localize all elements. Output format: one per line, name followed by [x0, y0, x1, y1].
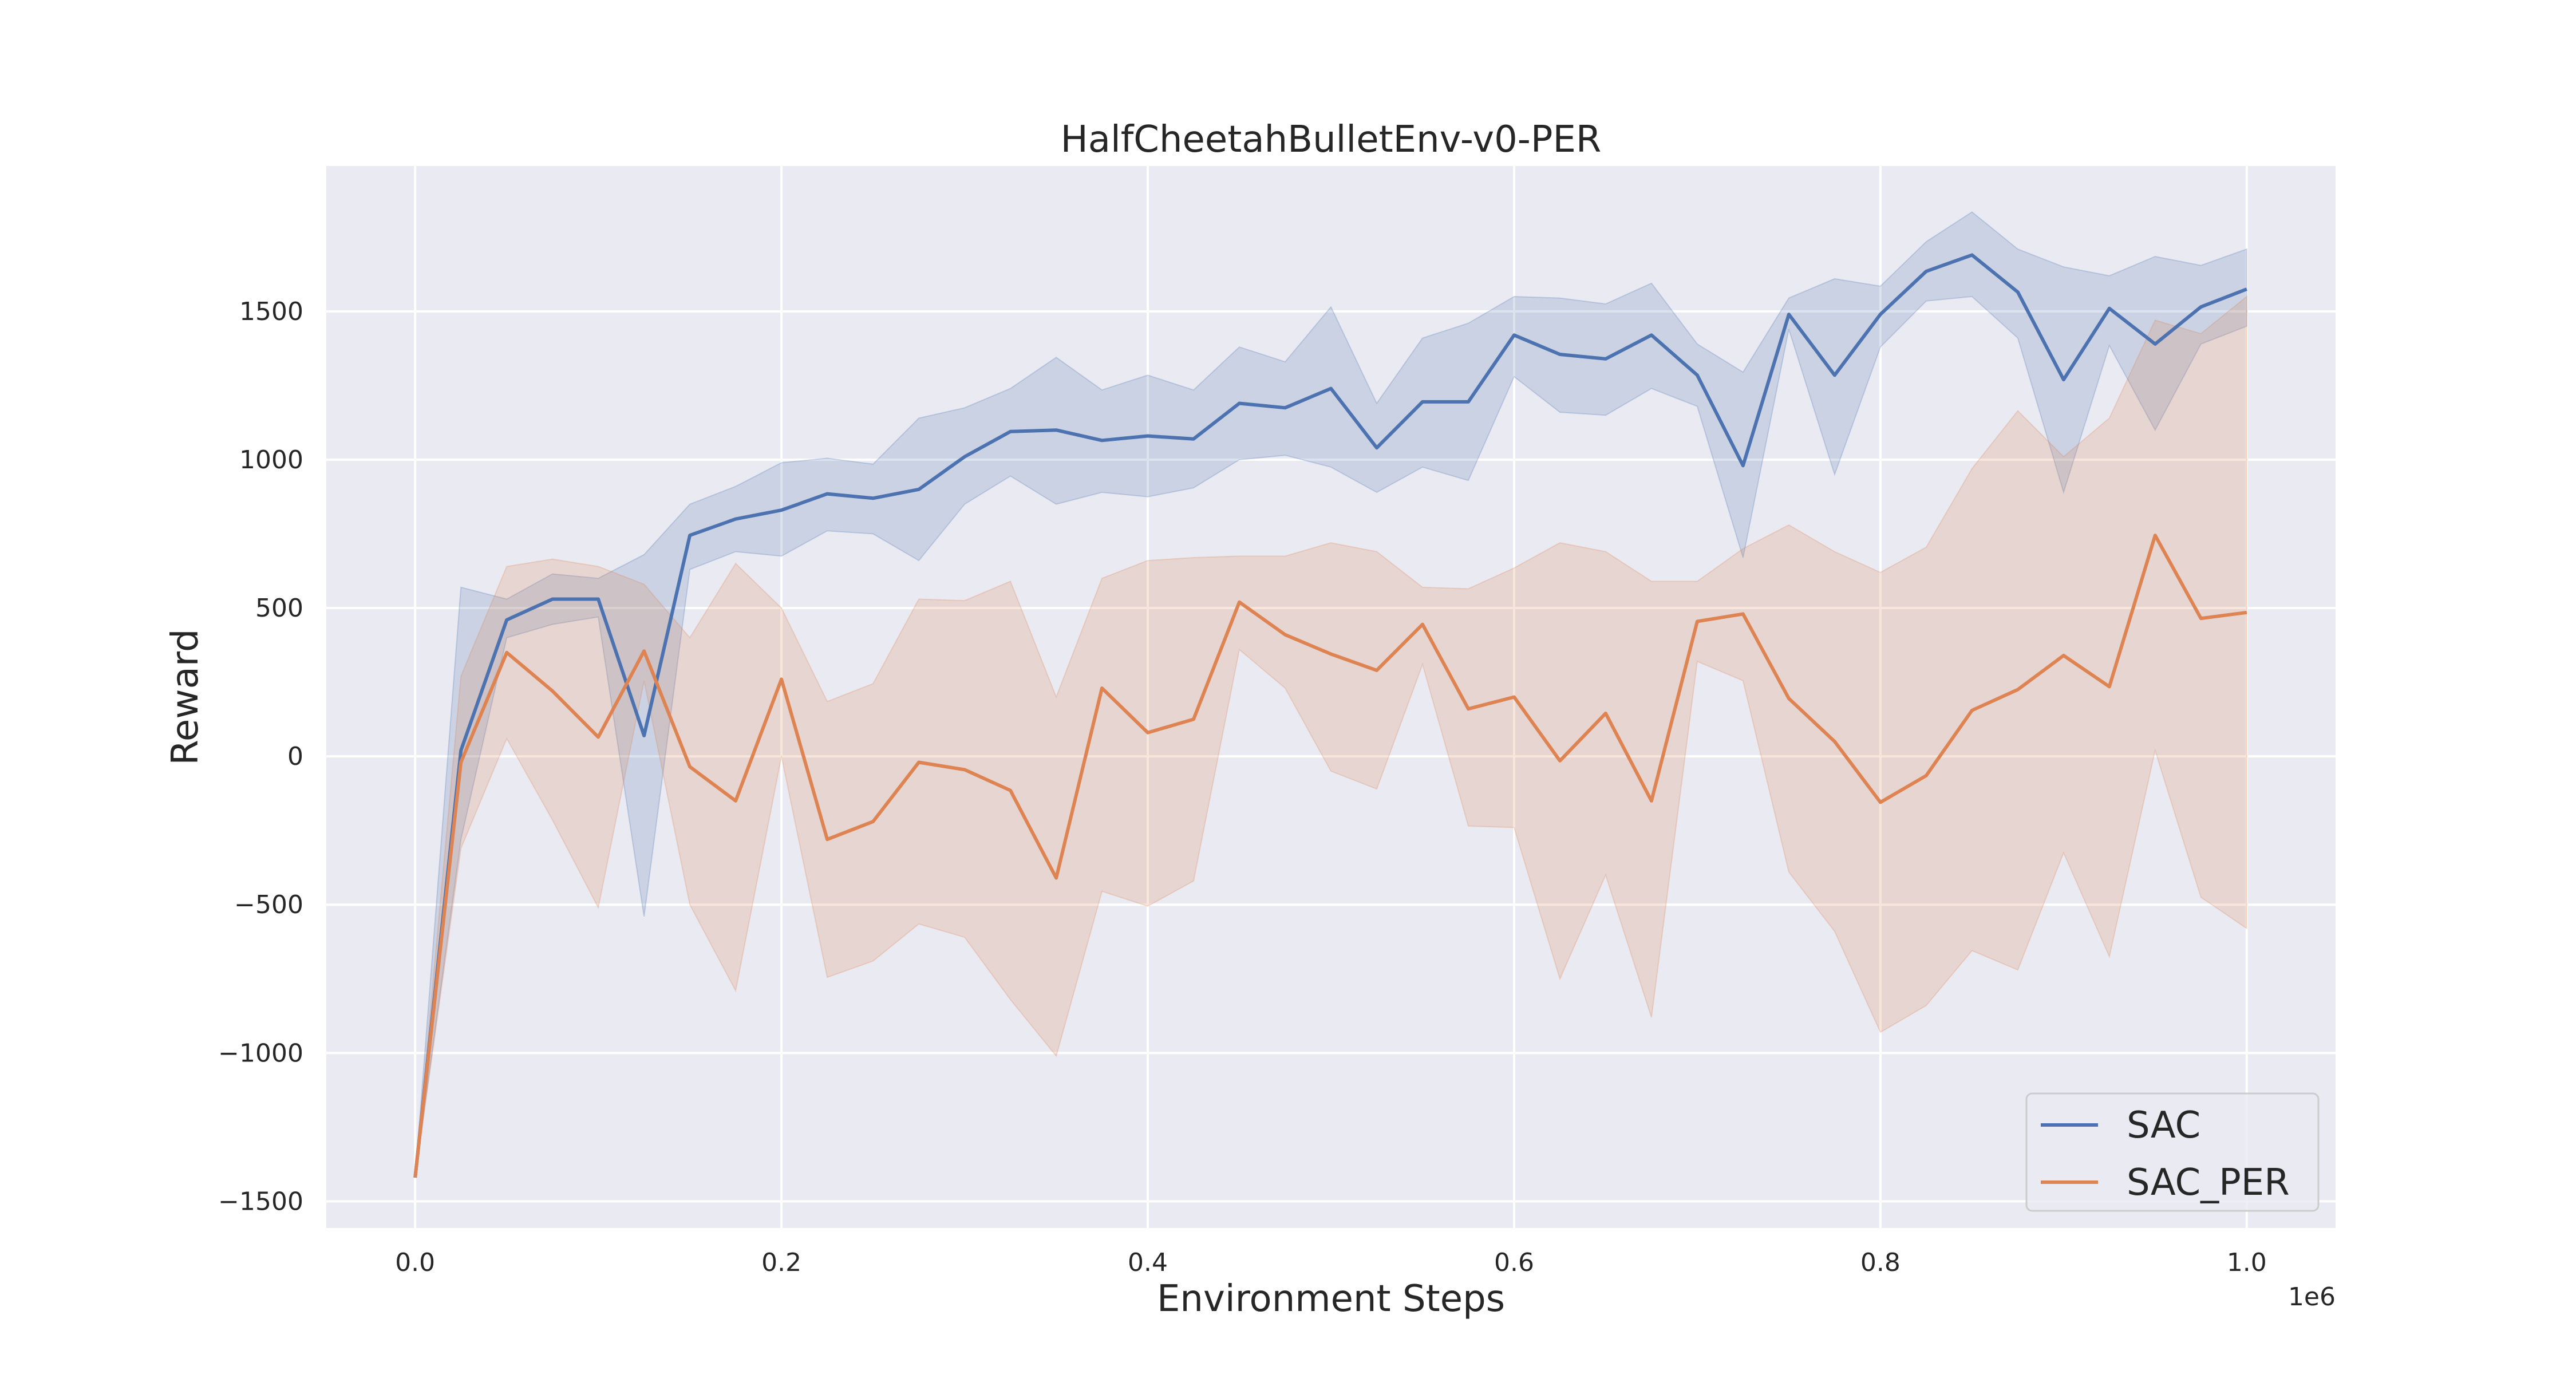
x-tick-label: 1.0	[2227, 1248, 2267, 1277]
legend: SAC SAC_PER	[2025, 1092, 2320, 1212]
grid	[326, 166, 2336, 1228]
y-tick-label: 1500	[239, 297, 303, 326]
y-tick-label: −500	[234, 890, 303, 919]
x-tick-label: 0.2	[761, 1248, 801, 1277]
y-tick-label: −1000	[218, 1039, 303, 1068]
y-axis-label: Reward	[164, 629, 207, 765]
chart-title: HalfCheetahBulletEnv-v0-PER	[1061, 119, 1602, 161]
legend-label-sac-per: SAC_PER	[2127, 1162, 2290, 1204]
y-tick-label: 0	[287, 742, 303, 771]
x-tick-label: 0.6	[1494, 1248, 1534, 1277]
y-tick-label: 500	[255, 594, 303, 623]
x-tick-label: 0.0	[395, 1248, 435, 1277]
band-sac	[414, 211, 2247, 1178]
legend-box	[2025, 1092, 2320, 1212]
x-tick-labels: 0.0 0.2 0.4 0.6 0.8 1.0	[395, 1248, 2267, 1277]
y-tick-label: −1500	[218, 1187, 303, 1216]
series-lines	[413, 253, 2247, 1178]
series-line-sac-per	[413, 534, 2247, 1178]
x-axis-offset-label: 1e6	[2288, 1282, 2336, 1312]
x-axis-label: Environment Steps	[1157, 1278, 1505, 1320]
y-tick-label: 1000	[239, 445, 303, 475]
series-line-sac	[413, 253, 2247, 1178]
x-tick-label: 0.8	[1860, 1248, 1901, 1277]
legend-label-sac: SAC	[2127, 1104, 2200, 1147]
y-tick-labels: −1500 −1000 −500 0 500 1000 1500	[218, 297, 303, 1216]
x-tick-label: 0.4	[1128, 1248, 1168, 1277]
